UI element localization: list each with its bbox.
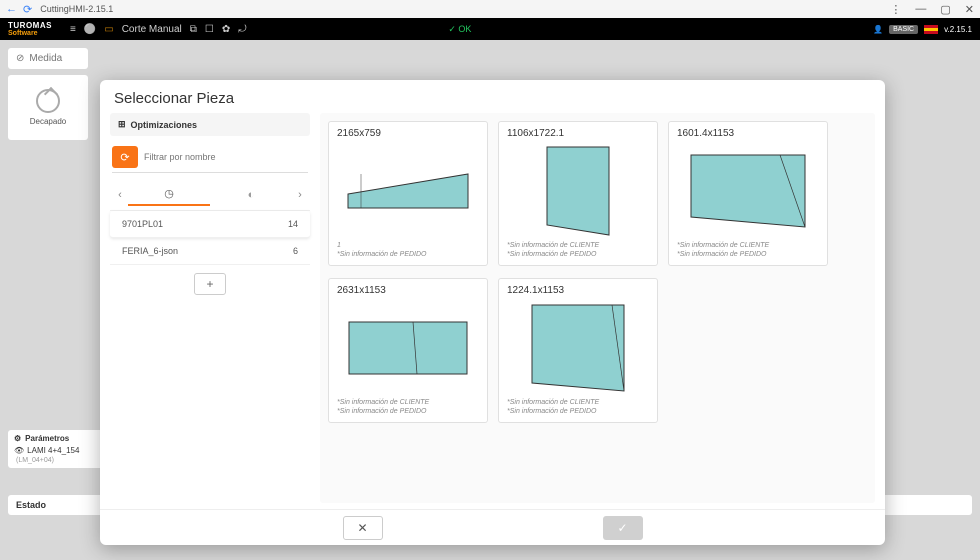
- minimize-icon[interactable]: —: [915, 3, 926, 16]
- params-row[interactable]: 👁LAMI 4+4_154: [14, 446, 97, 455]
- piece-info: *Sin información de CLIENTE*Sin informac…: [337, 398, 479, 416]
- piece-card[interactable]: 2631x1153 *Sin información de CLIENTE*Sin…: [328, 278, 488, 423]
- sliders-icon: ⚙: [14, 434, 21, 443]
- grid-row: 2165x759 1*Sin información de PEDIDO 1106x…: [328, 121, 867, 266]
- modal-title: Seleccionar Pieza: [100, 80, 885, 113]
- user-area: 👤 BASIC v.2.15.1: [873, 25, 972, 34]
- sort-tabs: ‹ ◷ ◐ ›: [110, 179, 310, 211]
- search-icon[interactable]: ⚪: [84, 24, 96, 35]
- piece-card[interactable]: 1224.1x1153 *Sin información de CLIENTE*S…: [498, 278, 658, 423]
- search-row: ⟳: [112, 142, 308, 173]
- back-icon[interactable]: ←: [6, 3, 17, 15]
- params-header: ⚙ Parámetros: [14, 434, 97, 443]
- user-badge: BASIC: [889, 25, 918, 34]
- next-icon[interactable]: ›: [292, 189, 308, 201]
- prev-icon[interactable]: ‹: [112, 189, 128, 201]
- measure-label: Medida: [29, 53, 62, 64]
- modal-footer: ✕ ✓: [100, 509, 885, 545]
- gear-icon[interactable]: ✿: [222, 24, 230, 35]
- maximize-icon[interactable]: ▢: [940, 3, 950, 16]
- piece-dim: 2631x1153: [337, 285, 479, 296]
- refresh-button[interactable]: ⟳: [112, 146, 138, 168]
- piece-shape: [677, 141, 819, 241]
- piece-shape: [337, 141, 479, 241]
- piece-dim: 1106x1722.1: [507, 128, 649, 139]
- piece-dim: 2165x759: [337, 128, 479, 139]
- toolbar-icons: ≡ ⚪ ▭ Corte Manual ⧉ ☐ ✿ ⤾: [70, 24, 247, 35]
- optimization-list: 9701PL0114FERIA_6-json6: [110, 211, 310, 265]
- main-area: ⊘ Medida Decapado ⚙ Parámetros 👁LAMI 4+4_…: [0, 40, 980, 560]
- status-ok: OK: [448, 24, 471, 35]
- tool-icon[interactable]: ⤾: [238, 24, 246, 35]
- piece-info: *Sin información de CLIENTE*Sin informac…: [507, 241, 649, 259]
- brand-logo: TUROMAS Software: [8, 22, 52, 37]
- search-input[interactable]: [144, 152, 308, 162]
- piece-dim: 1224.1x1153: [507, 285, 649, 296]
- copy-icon[interactable]: ⧉: [190, 24, 197, 35]
- modal-sidebar: ⊞ Optimizaciones ⟳ ‹ ◷ ◐ › 9701PL0114FERI…: [110, 113, 310, 503]
- decapado-icon: [36, 89, 60, 113]
- piece-shape: [337, 298, 479, 398]
- tag-icon: ⊘: [16, 53, 24, 64]
- piece-card[interactable]: 1106x1722.1 *Sin información de CLIENTE*S…: [498, 121, 658, 266]
- cancel-button[interactable]: ✕: [343, 516, 383, 540]
- select-piece-modal: Seleccionar Pieza ⊞ Optimizaciones ⟳ ‹ ◷ …: [100, 80, 885, 545]
- refresh-icon[interactable]: ⟳: [23, 3, 32, 16]
- piece-shape: [507, 141, 649, 241]
- brand-line2: Software: [8, 30, 52, 37]
- save-icon[interactable]: ☐: [205, 24, 214, 35]
- piece-card[interactable]: 1601.4x1153 *Sin información de CLIENTE*S…: [668, 121, 828, 266]
- params-sub: (LM_04+04): [16, 457, 97, 464]
- version-label: v.2.15.1: [944, 25, 972, 34]
- piece-info: *Sin información de CLIENTE*Sin informac…: [507, 398, 649, 416]
- piece-dim: 1601.4x1153: [677, 128, 819, 139]
- window-controls: ⋮ — ▢ ✕: [890, 3, 974, 16]
- params-item: LAMI 4+4_154: [27, 446, 79, 455]
- measure-card[interactable]: ⊘ Medida: [8, 48, 88, 69]
- add-button[interactable]: +: [194, 273, 226, 295]
- piece-shape: [507, 298, 649, 398]
- flag-icon[interactable]: [924, 25, 938, 34]
- params-panel: ⚙ Parámetros 👁LAMI 4+4_154 (LM_04+04): [8, 430, 103, 468]
- piece-info: 1*Sin información de PEDIDO: [337, 241, 479, 259]
- left-panel: ⊘ Medida Decapado: [8, 48, 88, 140]
- modal-body: ⊞ Optimizaciones ⟳ ‹ ◷ ◐ › 9701PL0114FERI…: [100, 113, 885, 509]
- opt-item[interactable]: FERIA_6-json6: [110, 238, 310, 265]
- decapado-card[interactable]: Decapado: [8, 75, 88, 140]
- menu-icon[interactable]: ≡: [70, 24, 76, 35]
- opt-label: Optimizaciones: [131, 120, 198, 130]
- tab-recent[interactable]: ◷: [128, 183, 210, 206]
- piece-grid: 2165x759 1*Sin información de PEDIDO 1106x…: [320, 113, 875, 503]
- folder-icon[interactable]: ▭: [104, 24, 113, 35]
- confirm-button[interactable]: ✓: [603, 516, 643, 540]
- app-toolbar: TUROMAS Software ≡ ⚪ ▭ Corte Manual ⧉ ☐ …: [0, 18, 980, 40]
- opt-item[interactable]: 9701PL0114: [110, 211, 310, 238]
- nav-controls: ← ⟳: [6, 3, 32, 16]
- piece-info: *Sin información de CLIENTE*Sin informac…: [677, 241, 819, 259]
- os-titlebar: ← ⟳ CuttingHMI-2.15.1 ⋮ — ▢ ✕: [0, 0, 980, 18]
- grid-row: 2631x1153 *Sin información de CLIENTE*Sin…: [328, 278, 867, 423]
- window-title: CuttingHMI-2.15.1: [40, 4, 113, 14]
- more-icon[interactable]: ⋮: [890, 3, 901, 16]
- optimizations-header: ⊞ Optimizaciones: [110, 113, 310, 136]
- grid-icon: ⊞: [118, 119, 126, 130]
- tab-other[interactable]: ◐: [210, 185, 292, 205]
- params-title: Parámetros: [25, 434, 69, 443]
- piece-card[interactable]: 2165x759 1*Sin información de PEDIDO: [328, 121, 488, 266]
- manual-label: Corte Manual: [122, 24, 182, 35]
- eye-icon: 👁: [14, 446, 24, 455]
- close-icon[interactable]: ✕: [965, 3, 974, 16]
- decapado-label: Decapado: [12, 117, 84, 126]
- brand-line1: TUROMAS: [8, 22, 52, 30]
- user-icon[interactable]: 👤: [873, 25, 883, 34]
